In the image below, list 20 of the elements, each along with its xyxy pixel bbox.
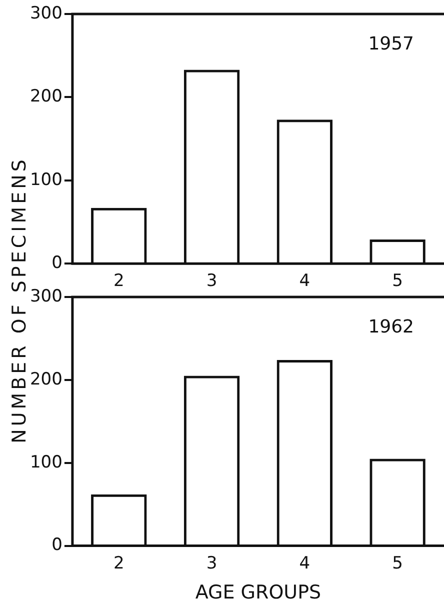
y-axis-title: NUMBER OF SPECIMENS [8,156,30,444]
x-axis-title: AGE GROUPS [195,582,322,604]
x-tick-label: 2 [113,271,124,292]
y-tick-label: 0 [52,253,62,274]
y-tick-label: 300 [30,286,62,306]
x-tick-label: 2 [113,553,124,574]
x-tick-label: 5 [392,553,403,574]
y-tick-label: 300 [30,3,62,24]
text: 1962 [368,316,414,338]
y-tick-label: 100 [30,452,62,472]
x-tick-label: 3 [206,271,218,292]
x-tick-label: 3 [206,553,218,574]
y-tick-label: 0 [52,535,62,556]
text: 1957 [368,34,414,55]
y-tick-label: 200 [30,369,62,390]
x-tick-label: 4 [299,271,310,292]
x-tick-label: 4 [299,553,310,574]
y-tick-label: 100 [30,170,62,190]
y-tick-label: 200 [30,86,62,107]
x-tick-label: 5 [392,271,403,292]
